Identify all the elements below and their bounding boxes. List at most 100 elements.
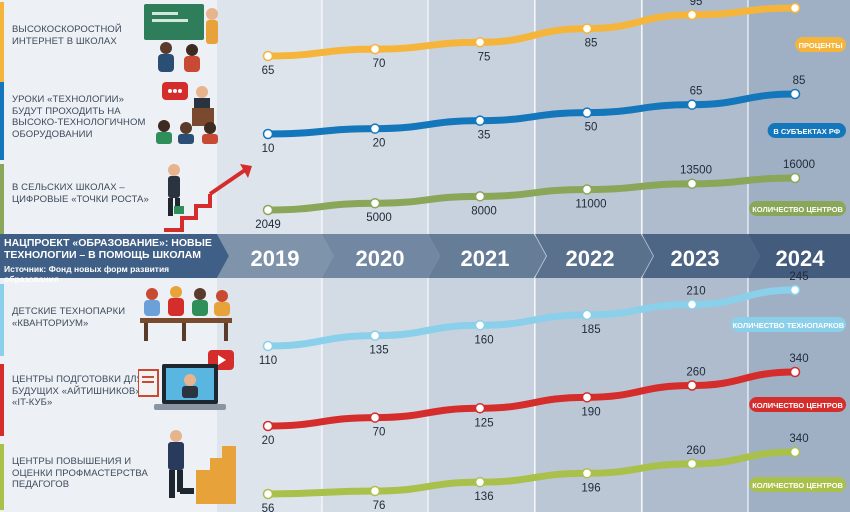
banner-left [0, 234, 217, 278]
year-chevron [535, 234, 653, 278]
data-point [262, 204, 274, 216]
teacher-steps-icon [168, 430, 236, 504]
data-label: 13500 [680, 165, 712, 177]
data-label: 20 [262, 435, 275, 447]
data-point [686, 99, 698, 110]
data-point [369, 412, 381, 423]
row-accent-growth-points [0, 164, 4, 234]
unit-badge-label: КОЛИЧЕСТВО ЦЕНТРОВ [752, 401, 843, 410]
data-point [474, 403, 486, 414]
data-label: 190 [581, 406, 600, 418]
data-label: 76 [373, 500, 386, 512]
data-point [474, 115, 486, 126]
data-label: 135 [369, 345, 388, 357]
banner-title: НАЦПРОЕКТ «ОБРАЗОВАНИЕ»: НОВЫЕ ТЕХНОЛОГИ… [4, 237, 212, 261]
series-line [264, 368, 799, 430]
series-line [264, 90, 799, 138]
year-chevron [642, 234, 760, 278]
year-chevron [428, 234, 546, 278]
data-label: 340 [789, 353, 808, 365]
data-label: 196 [581, 482, 600, 494]
data-label: 75 [478, 51, 491, 63]
series-label-it-cube: ЦЕНТРЫ ПОДГОТОВКИ ДЛЯ БУДУЩИХ «АЙТИШНИКО… [12, 374, 144, 408]
year-chevron [322, 234, 440, 278]
data-point [686, 9, 698, 21]
unit-badge [795, 37, 846, 52]
laptop-video-icon [138, 350, 234, 410]
data-label: 95 [690, 0, 703, 8]
data-point [789, 366, 801, 378]
lecture-podium-icon [156, 82, 218, 144]
data-point [581, 392, 593, 403]
series-label-kvantorium: ДЕТСКИЕ ТЕХНОПАРКИ «КВАНТОРИУМ» [12, 306, 126, 329]
data-point [369, 43, 381, 55]
data-label: 160 [474, 334, 493, 346]
data-label: 340 [789, 433, 808, 445]
data-label: 65 [690, 86, 703, 98]
unit-badge-label: ПРОЦЕНТЫ [799, 41, 843, 50]
year-chevron [748, 234, 850, 278]
unit-badge-label: КОЛИЧЕСТВО ЦЕНТРОВ [752, 481, 843, 490]
data-point [474, 476, 486, 488]
series-line [264, 174, 799, 214]
year-tick-label: 2024 [776, 246, 826, 271]
data-label: 56 [262, 503, 275, 512]
row-accent-technology [0, 82, 4, 160]
data-label: 110 [259, 355, 277, 367]
year-chevron [217, 234, 335, 278]
unit-badge-label: КОЛИЧЕСТВО ЦЕНТРОВ [752, 205, 843, 214]
data-point [369, 123, 381, 134]
data-point [262, 128, 274, 140]
data-label: 70 [373, 427, 386, 439]
data-label: 125 [474, 417, 493, 429]
unit-badge [749, 397, 846, 412]
row-accent-it-cube [0, 364, 4, 436]
data-label: 10 [262, 143, 275, 155]
data-point [262, 420, 274, 432]
row-accent-internet [0, 2, 4, 94]
year-tick-label: 2021 [461, 246, 510, 271]
data-label: 100 [789, 0, 808, 1]
data-point [686, 458, 698, 470]
data-point [581, 23, 593, 34]
data-label: 16000 [783, 159, 815, 171]
data-label: 260 [686, 445, 705, 457]
data-label: 65 [262, 65, 275, 77]
data-point [474, 320, 486, 331]
year-tick-label: 2020 [356, 246, 405, 271]
row-accent-kvantorium [0, 284, 4, 356]
banner-arrow [200, 234, 229, 278]
data-point [581, 184, 593, 195]
series-label-technology: УРОКИ «ТЕХНОЛОГИИ» БУДУТ ПРОХОДИТЬ НА ВЫ… [12, 94, 146, 140]
data-point [789, 172, 801, 184]
data-point [789, 446, 801, 458]
data-point [369, 197, 381, 209]
data-label: 70 [373, 58, 386, 70]
year-tick-label: 2023 [671, 246, 720, 271]
data-label: 245 [789, 271, 808, 283]
series-line [264, 448, 799, 498]
unit-badge [749, 477, 846, 492]
unit-badge [730, 317, 846, 332]
unit-badge-label: В СУБЪЕКТАХ РФ [773, 127, 840, 136]
data-label: 85 [585, 38, 598, 50]
row-accent-teachers [0, 444, 4, 510]
data-label: 210 [686, 286, 705, 298]
data-point [474, 191, 486, 202]
data-point [581, 309, 593, 321]
data-point [262, 340, 274, 352]
data-point [686, 178, 698, 189]
data-point [686, 299, 698, 310]
data-point [474, 37, 486, 48]
data-point [581, 107, 593, 118]
unit-badge [767, 123, 846, 138]
series-label-teachers: ЦЕНТРЫ ПОВЫШЕНИЯ И ОЦЕНКИ ПРОФМАСТЕРСТВА… [12, 456, 148, 490]
source-note: Источник: Фонд новых форм развития образ… [4, 264, 170, 284]
year-tick-label: 2022 [566, 246, 615, 271]
data-label: 35 [478, 130, 491, 142]
series-label-internet: ВЫСОКОСКОРОСТНОЙ ИНТЕРНЕТ В ШКОЛАХ [12, 24, 122, 47]
unit-badge-label: КОЛИЧЕСТВО ТЕХНОПАРКОВ [733, 321, 845, 330]
data-label: 8000 [471, 205, 497, 217]
data-point [686, 380, 698, 391]
